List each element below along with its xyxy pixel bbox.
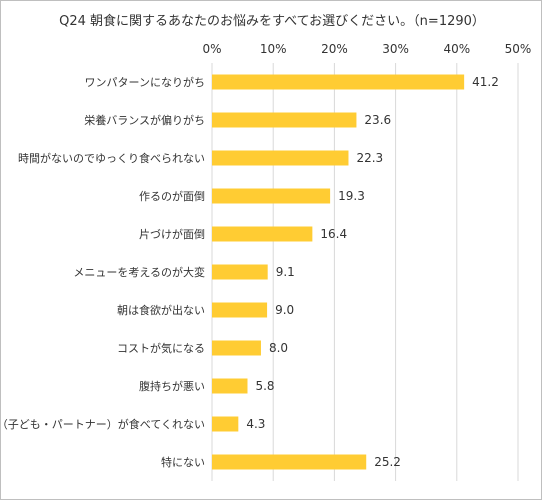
- value-label: 19.3: [338, 189, 365, 203]
- bar: [212, 302, 268, 318]
- value-label: 23.6: [364, 113, 391, 127]
- category-label: 朝は食欲が出ない: [117, 303, 205, 317]
- value-label: 4.3: [246, 417, 265, 431]
- category-label: 時間がないのでゆっくり食べられない: [18, 151, 205, 165]
- value-label: 9.1: [276, 265, 295, 279]
- x-tick-label: 40%: [443, 42, 470, 56]
- bar: [212, 264, 268, 280]
- x-tick-label: 20%: [321, 42, 348, 56]
- category-label: 栄養バランスが偏りがち: [84, 113, 205, 127]
- category-label: コストが気になる: [117, 341, 205, 355]
- x-axis-ticks: 0% 10% 20% 30% 40% 50%: [202, 42, 531, 56]
- x-tick-label: 50%: [505, 42, 532, 56]
- x-tick-label: 0%: [202, 42, 221, 56]
- category-label: ワンパターンになりがち: [85, 75, 205, 89]
- category-label: 特にない: [161, 455, 205, 469]
- category-label: メニューを考えるのが大変: [73, 265, 205, 279]
- value-labels: 41.2 23.6 22.3 19.3 16.4 9.1 9.0 8.0 5.8 4.3 25.2: [246, 75, 499, 469]
- category-labels: ワンパターンになりがち栄養バランスが偏りがち時間がないのでゆっくり食べられない作…: [1, 75, 205, 469]
- value-label: 9.0: [275, 303, 294, 317]
- bar: [212, 340, 261, 356]
- bar: [212, 416, 239, 432]
- category-label: 片づけが面倒: [139, 227, 205, 241]
- bar: [212, 112, 357, 128]
- value-label: 16.4: [320, 227, 347, 241]
- grid-lines: [211, 63, 519, 481]
- category-label: 腹持ちが悪い: [139, 379, 205, 393]
- value-label: 41.2: [472, 75, 499, 89]
- x-tick-label: 30%: [382, 42, 409, 56]
- value-label: 22.3: [356, 151, 383, 165]
- bar: [212, 188, 331, 204]
- bar: [212, 150, 349, 166]
- chart-title: Q24 朝食に関するあなたのお悩みをすべてお選びください。（n=1290）: [59, 13, 485, 29]
- category-label: 家族（子ども・パートナー）が食べてくれない: [1, 417, 205, 431]
- category-label: 作るのが面倒: [139, 189, 205, 203]
- bar: [212, 378, 248, 394]
- value-label: 25.2: [374, 455, 401, 469]
- bar: [212, 226, 313, 242]
- bar: [212, 74, 465, 90]
- bars: [212, 74, 465, 470]
- value-label: 8.0: [269, 341, 288, 355]
- value-label: 5.8: [255, 379, 274, 393]
- x-tick-label: 10%: [260, 42, 287, 56]
- bar: [212, 454, 367, 470]
